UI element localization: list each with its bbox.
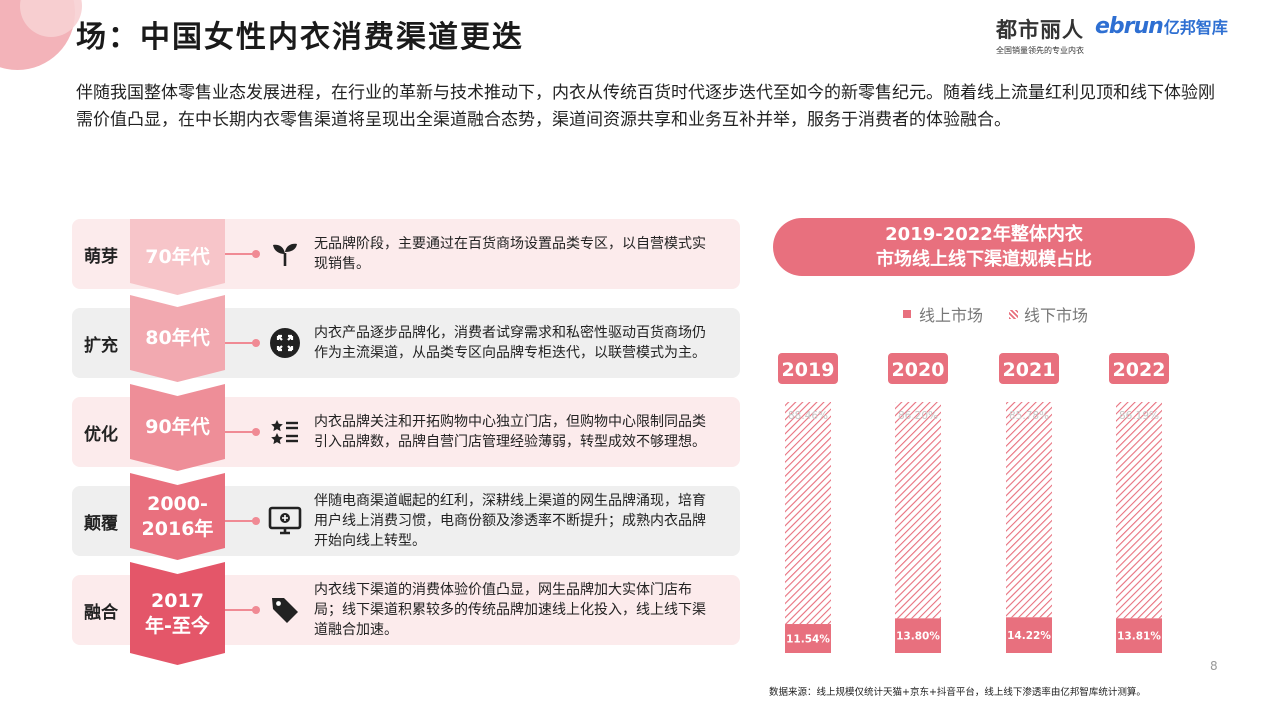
chart-title-line-2: 市场线上线下渠道规模占比 [876,249,1092,270]
year-badge [888,353,948,384]
dushi-liren-logo: 都市丽人 全国销量领先的专业内衣 [990,14,1090,56]
dushi-logo-tagline: 全国销量领先的专业内衣 [996,46,1084,55]
stage-label: 扩充 [84,335,118,356]
data-label-offline: 86.20% [898,410,938,422]
era-label: 70年代 [145,245,210,268]
bar-offline [1116,402,1162,619]
bar-online [785,624,831,653]
stage-label: 优化 [84,424,118,445]
stage-description: 伴随电商渠道崛起的红利，深耕线上渠道的网生品牌涌现，培育用户线上消费习惯，电商份… [314,493,706,549]
year-badge [778,353,838,384]
data-source-note: 数据来源：线上规模仅统计天猫+京东+抖音平台，线上线下渗透率由亿邦智库统计测算。 [769,687,1146,698]
era-chevron: 2000-2016年 [130,473,225,560]
data-label-offline: 86.19% [1119,410,1159,422]
connector-line [222,428,260,436]
stage-description: 内衣产品逐步品牌化，消费者试穿需求和私密性驱动百货商场仍作为主流渠道，从品类专区… [314,325,706,361]
chart-legend: 线上市场 线下市场 [903,302,1088,326]
expand-arrows-icon [268,326,302,360]
connector-line [222,517,260,525]
ebrun-logo-cn: 亿邦智库 [1163,18,1228,37]
era-chevron: 90年代 [130,384,225,471]
dushi-logo-name: 都市丽人 [996,17,1084,42]
monitor-icon [268,504,302,538]
legend-swatch-offline [1009,309,1019,319]
data-label-online: 14.22% [1007,630,1051,642]
connector-line [222,339,260,347]
bar-online [1116,618,1162,653]
page-title: 场：中国女性内衣消费渠道更迭 [76,20,524,55]
stage-description: 内衣线下渠道的消费体验价值凸显，网生品牌加大实体门店布局；线下渠道积累较多的传统… [314,582,706,638]
ebrun-logo-en: ebrun [1095,14,1164,39]
era-chevron: 80年代 [130,295,225,382]
data-label-online: 13.80% [896,631,940,643]
year-badge [1109,353,1169,384]
era-label: 80年代 [145,327,210,349]
category-label: 2019 [782,359,835,381]
connector-line [222,250,260,258]
data-label-online: 13.81% [1117,631,1161,643]
bar-offline [895,402,941,619]
era-label: 2017年-至今 [145,589,210,637]
era-label: 2000-2016年 [141,492,214,540]
legend-swatch-online [903,310,911,318]
bar-offline [785,402,831,625]
data-label-offline: 88.46% [788,410,828,422]
bar-online [1006,617,1052,653]
category-label: 2022 [1113,359,1166,381]
legend-label-online: 线上市场 [919,306,984,325]
star-list-icon [268,415,302,449]
category-label: 2021 [1003,359,1056,381]
year-badge [999,353,1059,384]
stage-description: 内衣品牌关注和开拓购物中心独立门店，但购物中心限制同品类引入品牌数，品牌自营门店… [314,414,706,450]
stage-description: 无品牌阶段，主要通过在百货商场设置品类专区，以自营模式实现销售。 [314,236,706,272]
data-label-offline: 85.78% [1009,410,1049,422]
intro-paragraph: 伴随我国整体零售业态发展进程，在行业的革新与技术推动下，内衣从传统百货时代逐步迭… [76,83,1215,130]
bar-offline [1006,402,1052,618]
era-label: 90年代 [145,416,210,438]
chart-title: 2019-2022年整体内衣 市场线上线下渠道规模占比 [773,218,1195,276]
sprout-icon [268,237,302,271]
era-chevron: 2017年-至今 [130,562,225,665]
stage-label: 融合 [84,602,118,623]
stage-label: 颠覆 [84,513,118,534]
page-number: 8 [1210,659,1218,673]
ebrun-logo: ebrun亿邦智库 [1095,14,1228,39]
bar-online [895,618,941,653]
connector-line [222,606,260,614]
category-label: 2020 [892,359,945,381]
data-label-online: 11.54% [786,634,830,646]
era-chevron: 70年代 [130,219,225,295]
price-tag-icon [268,593,302,627]
chart-title-line-1: 2019-2022年整体内衣 [885,224,1083,245]
legend-label-offline: 线下市场 [1024,306,1089,325]
channel-share-chart: 2019 88.46% 11.54% 2020 86.20% 13.80% 2021 85.7… [778,353,1169,653]
stage-label: 萌芽 [84,246,118,267]
